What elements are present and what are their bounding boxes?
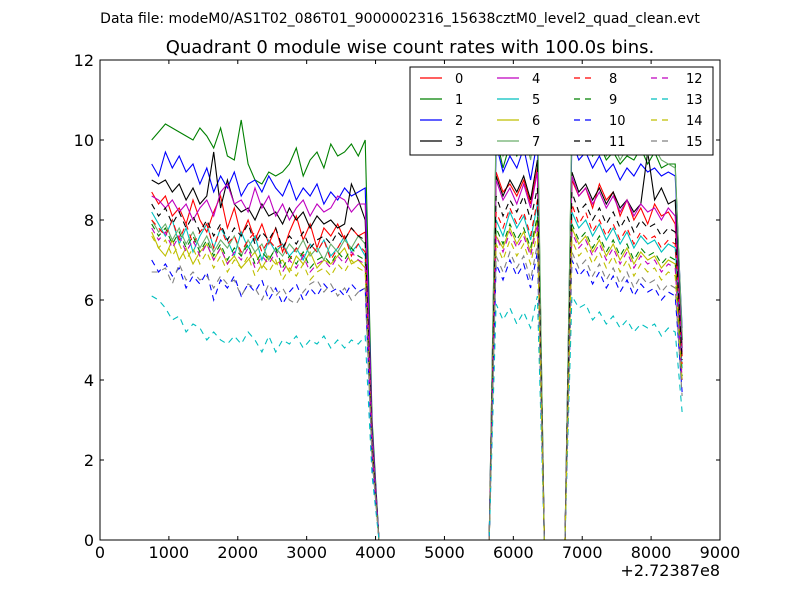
legend-label-6: 6 [532, 114, 540, 129]
legend-label-15: 15 [686, 135, 703, 150]
suptitle: Data file: modeM0/AS1T02_086T01_90000023… [100, 11, 700, 27]
x-tick-label: 6000 [493, 543, 534, 562]
legend-label-14: 14 [686, 114, 703, 129]
legend-label-13: 13 [686, 93, 703, 108]
x-tick-label: 0 [95, 543, 105, 562]
y-tick-label: 4 [84, 371, 94, 390]
legend-label-1: 1 [455, 93, 463, 108]
chart-title: Quadrant 0 module wise count rates with … [166, 37, 655, 58]
y-tick-label: 12 [74, 51, 94, 70]
legend-label-2: 2 [455, 114, 463, 129]
y-tick-label: 6 [84, 291, 94, 310]
legend-label-11: 11 [609, 135, 626, 150]
y-tick-label: 0 [84, 531, 94, 550]
x-tick-label: 2000 [217, 543, 258, 562]
x-tick-label: 3000 [286, 543, 327, 562]
y-tick-label: 10 [74, 131, 94, 150]
legend-label-3: 3 [455, 135, 463, 150]
legend-label-12: 12 [686, 72, 703, 87]
series-line-9 [151, 215, 683, 541]
x-tick-label: 4000 [355, 543, 396, 562]
x-offset-label: +2.72387e8 [620, 561, 720, 580]
x-tick-label: 5000 [424, 543, 465, 562]
legend-label-4: 4 [532, 72, 540, 87]
legend-label-7: 7 [532, 135, 540, 150]
x-tick-label: 9000 [700, 543, 741, 562]
legend-label-5: 5 [532, 93, 540, 108]
legend-label-8: 8 [609, 72, 617, 87]
legend-label-10: 10 [609, 114, 626, 129]
y-tick-label: 2 [84, 451, 94, 470]
axes-layer: 0 1000 2000 3000 4000 5000 6000 7000 8000 9000 0 2 4… [74, 51, 741, 562]
legend-box [409, 66, 714, 156]
legend-label-9: 9 [609, 93, 617, 108]
series-line-14 [151, 231, 683, 541]
x-tick-label: 8000 [631, 543, 672, 562]
x-tick-label: 1000 [149, 543, 190, 562]
series-line-11 [151, 187, 683, 541]
legend-label-0: 0 [455, 72, 463, 87]
x-tick-label: 7000 [562, 543, 603, 562]
series-line-15 [151, 243, 683, 541]
y-tick-label: 8 [84, 211, 94, 230]
